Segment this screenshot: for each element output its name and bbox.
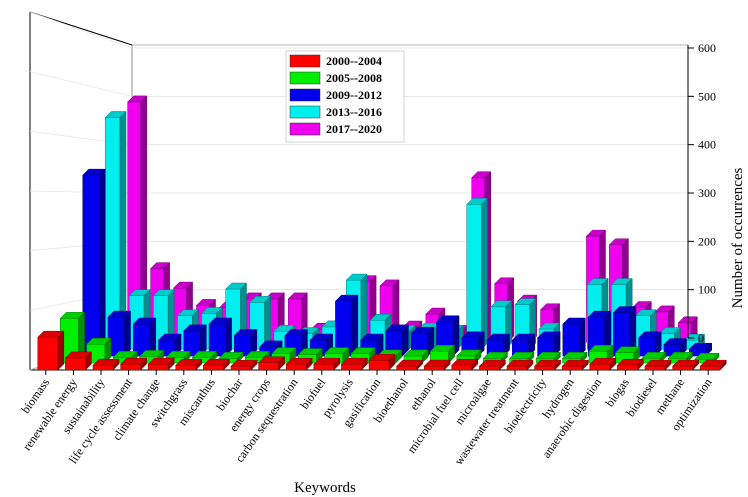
bar <box>699 359 727 371</box>
bar <box>82 168 106 357</box>
bar <box>230 359 258 371</box>
bar <box>451 358 479 371</box>
bar <box>429 344 456 364</box>
bars-layer <box>37 95 727 371</box>
bar <box>562 317 586 357</box>
bar <box>64 351 93 371</box>
legend-item: 2000--2004 <box>289 54 382 68</box>
bar <box>589 357 617 371</box>
y-tick-label: 300 <box>698 186 716 200</box>
bar <box>614 346 641 364</box>
bar <box>561 359 589 371</box>
bar <box>233 328 258 357</box>
bar <box>92 358 120 371</box>
series-2009--2012 <box>82 168 713 357</box>
bar <box>157 333 182 357</box>
bar <box>671 359 700 371</box>
bar <box>486 333 511 357</box>
bar <box>638 331 662 357</box>
bar <box>616 358 645 371</box>
legend-label: 2000--2004 <box>326 54 382 68</box>
bar <box>257 356 286 371</box>
legend-item: 2005--2008 <box>289 71 382 85</box>
bar <box>536 331 561 357</box>
bar <box>588 344 614 364</box>
bar <box>208 317 233 357</box>
legend-swatch <box>289 88 321 102</box>
x-axis-title: Keywords <box>294 480 356 496</box>
bar <box>644 359 672 371</box>
y-tick-label: 400 <box>698 138 716 152</box>
bar <box>533 359 562 371</box>
bar <box>119 357 148 371</box>
series-2000--2004 <box>37 330 727 371</box>
bar <box>132 317 157 357</box>
bar <box>334 294 359 357</box>
y-tick-label: 500 <box>698 89 716 103</box>
legend-label: 2017--2020 <box>326 122 382 136</box>
bar <box>37 330 65 371</box>
legend-item: 2013--2016 <box>289 105 382 119</box>
legend-swatch <box>289 105 321 119</box>
bar <box>506 359 534 371</box>
y-tick-label: 200 <box>698 234 716 248</box>
bar <box>612 305 637 357</box>
bar <box>511 333 536 357</box>
bar <box>688 342 713 357</box>
legend-item: 2017--2020 <box>289 122 382 136</box>
bar <box>368 353 396 371</box>
bar <box>249 295 272 350</box>
bar <box>466 197 489 350</box>
y-tick-label: 600 <box>698 41 716 55</box>
legend-label: 2013--2016 <box>326 105 382 119</box>
bar <box>313 357 341 371</box>
y-axis: 0 100 200 300 400 500 600 <box>687 41 716 345</box>
bar <box>183 324 207 357</box>
bar <box>340 357 369 371</box>
bar <box>285 357 313 371</box>
y-axis-title: Number of occurrences <box>730 167 746 308</box>
legend-label: 2009--2012 <box>326 88 382 102</box>
bar <box>478 359 507 371</box>
legend-swatch <box>289 122 321 136</box>
legend-item: 2009--2012 <box>289 88 382 102</box>
bar <box>202 358 231 371</box>
legend-swatch <box>289 71 321 85</box>
bar <box>423 359 451 371</box>
legend: 2000--2004 2005--2008 2009--2012 2013--2016… <box>285 50 405 143</box>
y-tick-label: 100 <box>698 283 716 297</box>
y-tick-label: 0 <box>698 331 704 345</box>
bar <box>147 357 175 371</box>
bar <box>107 310 132 357</box>
bar <box>175 358 203 371</box>
legend-label: 2005--2008 <box>326 71 382 85</box>
bar <box>395 359 424 371</box>
legend-swatch <box>289 54 321 68</box>
